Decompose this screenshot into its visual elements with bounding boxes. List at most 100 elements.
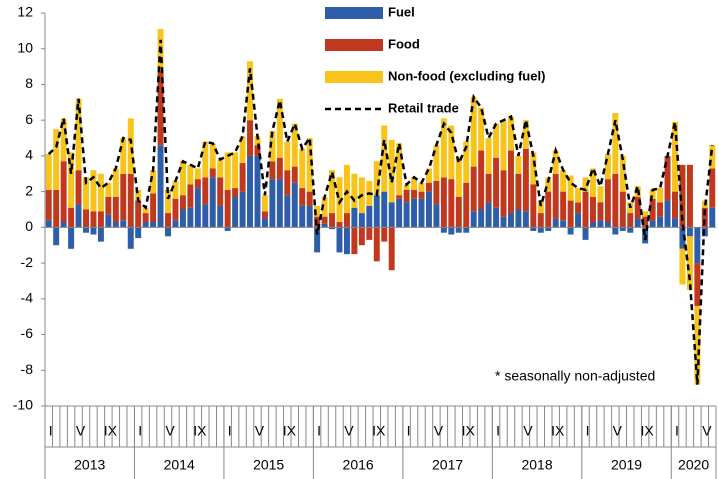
annotation: * seasonally non-adjusted bbox=[495, 368, 655, 384]
bar-segment bbox=[284, 170, 291, 196]
bar-segment bbox=[381, 191, 388, 228]
x-tick-label: I bbox=[228, 423, 232, 439]
bar-segment bbox=[269, 130, 276, 162]
bar-segment bbox=[425, 168, 432, 183]
bar-segment bbox=[657, 216, 664, 228]
bar-segment bbox=[284, 195, 291, 228]
legend-swatch bbox=[325, 71, 383, 83]
bar-segment bbox=[485, 173, 492, 203]
x-tick-label: IX bbox=[641, 423, 655, 439]
y-tick-label: 8 bbox=[25, 75, 33, 91]
bar-segment bbox=[530, 227, 537, 231]
bar-segment bbox=[329, 227, 336, 230]
bar-segment bbox=[455, 227, 462, 233]
legend-label: Food bbox=[388, 36, 420, 51]
bar-segment bbox=[276, 179, 283, 228]
bar-segment bbox=[642, 216, 649, 228]
bar-segment bbox=[112, 222, 119, 228]
bar-segment bbox=[68, 227, 75, 249]
bar-segment bbox=[366, 205, 373, 228]
bar-segment bbox=[299, 188, 306, 206]
bar-segment bbox=[612, 173, 619, 228]
bar-segment bbox=[209, 177, 216, 228]
x-tick-label: V bbox=[344, 423, 354, 439]
bar-segment bbox=[269, 161, 276, 180]
bar-segment bbox=[90, 211, 97, 228]
bar-segment bbox=[157, 145, 164, 228]
bar-segment bbox=[522, 120, 529, 149]
bar-segment bbox=[545, 227, 552, 231]
bar-segment bbox=[440, 227, 447, 233]
bar-segment bbox=[83, 227, 89, 233]
bar-segment bbox=[619, 227, 626, 231]
bar-segment bbox=[329, 213, 336, 228]
bar-segment bbox=[142, 213, 149, 223]
bar-segment bbox=[135, 200, 142, 228]
bar-segment bbox=[709, 207, 716, 228]
bar-segment bbox=[440, 177, 447, 228]
bar-segment bbox=[276, 98, 283, 158]
bar-segment bbox=[321, 216, 328, 224]
bar-segment bbox=[478, 107, 485, 151]
x-tick-label: I bbox=[49, 423, 53, 439]
bar-segment bbox=[403, 189, 410, 203]
bar-segment bbox=[433, 145, 440, 181]
bar-segment bbox=[582, 191, 589, 228]
bar-segment bbox=[60, 161, 67, 223]
bar-segment bbox=[202, 204, 209, 228]
bar-segment bbox=[679, 164, 686, 228]
bar-segment bbox=[433, 180, 440, 205]
bar-segment bbox=[552, 173, 559, 219]
bar-segment bbox=[530, 184, 537, 228]
bar-segment bbox=[530, 152, 537, 185]
bar-segment bbox=[187, 184, 194, 208]
bar-segment bbox=[90, 227, 97, 235]
bar-segment bbox=[68, 207, 75, 228]
bar-segment bbox=[418, 182, 425, 192]
bar-segment bbox=[388, 139, 395, 203]
bar-segment bbox=[83, 177, 89, 210]
bar-segment bbox=[261, 195, 268, 212]
year-label: 2019 bbox=[611, 457, 642, 473]
bar-segment bbox=[686, 236, 693, 290]
bar-segment bbox=[217, 177, 224, 206]
bar-segment bbox=[358, 213, 365, 228]
bar-segment bbox=[321, 196, 328, 217]
x-tick-label: V bbox=[702, 423, 712, 439]
bar-segment bbox=[403, 202, 410, 228]
bar-segment bbox=[627, 227, 634, 233]
bar-segment bbox=[388, 227, 395, 271]
bar-segment bbox=[560, 220, 567, 228]
bar-segment bbox=[545, 191, 552, 228]
bar-segment bbox=[672, 191, 678, 219]
bar-segment bbox=[537, 213, 544, 228]
y-tick-label: -2 bbox=[21, 254, 34, 270]
bar-segment bbox=[604, 179, 611, 223]
bar-segment bbox=[522, 148, 529, 212]
bar-segment bbox=[314, 227, 321, 253]
bar-segment bbox=[612, 227, 619, 235]
bar-segment bbox=[366, 227, 373, 240]
x-tick-label: V bbox=[434, 423, 444, 439]
x-tick-label: IX bbox=[104, 423, 118, 439]
bar-segment bbox=[232, 152, 239, 189]
bar-segment bbox=[45, 189, 52, 221]
bar-segment bbox=[694, 227, 701, 264]
x-tick-label: IX bbox=[283, 423, 297, 439]
bar-segment bbox=[597, 220, 604, 228]
bar-segment bbox=[537, 227, 544, 233]
bar-segment bbox=[306, 138, 313, 192]
bar-segment bbox=[172, 198, 179, 221]
bar-segment bbox=[135, 227, 142, 239]
bar-segment bbox=[425, 191, 432, 228]
bar-segment bbox=[515, 155, 522, 174]
bar-segment bbox=[463, 141, 470, 183]
x-tick-label: IX bbox=[193, 423, 207, 439]
bar-segment bbox=[493, 157, 500, 208]
bar-segment bbox=[179, 195, 186, 210]
bar-segment bbox=[120, 220, 127, 228]
bar-segment bbox=[425, 182, 432, 192]
bar-segment bbox=[299, 148, 306, 189]
bar-segment bbox=[440, 118, 447, 178]
bar-segment bbox=[672, 121, 678, 192]
